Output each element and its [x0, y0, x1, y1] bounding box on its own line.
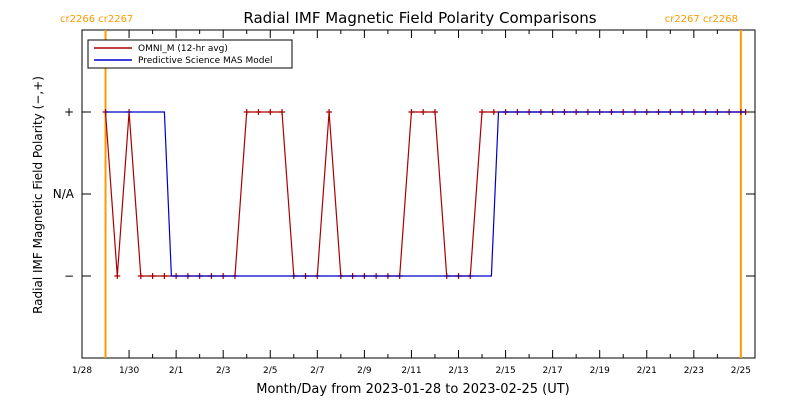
x-tick-label: 2/9: [357, 366, 372, 376]
data-point-marker: [137, 273, 144, 279]
y-tick-label: −: [64, 269, 74, 283]
x-tick-label: 2/1: [169, 366, 183, 376]
carrington-rotation-markers: cr2266 cr2267 cr2267 cr2268: [60, 14, 742, 358]
y-tick-label: +: [64, 105, 74, 119]
data-point-marker: [243, 109, 250, 115]
data-point-marker: [490, 109, 497, 115]
data-point-marker: [420, 109, 427, 115]
legend-entry: OMNI_M (12-hr avg): [138, 44, 228, 54]
series-layer: [102, 109, 749, 279]
y-axis-ticks: + N/A −: [53, 105, 755, 283]
carrington-marker-label: cr2267 cr2268: [665, 14, 738, 25]
data-point-marker: [114, 273, 121, 279]
x-tick-label: 2/25: [731, 366, 751, 376]
x-tick-label: 2/17: [543, 366, 563, 376]
carrington-marker-label: cr2266 cr2267: [60, 14, 133, 25]
data-point-marker: [326, 109, 333, 115]
data-point-marker: [279, 109, 286, 115]
x-axis-label: Month/Day from 2023-01-28 to 2023-02-25 …: [256, 382, 569, 397]
y-axis-label: Radial IMF Magnetic Field Polarity (−,+): [31, 76, 45, 314]
chart-title: Radial IMF Magnetic Field Polarity Compa…: [243, 9, 596, 27]
data-point-marker: [267, 109, 274, 115]
data-point-marker: [479, 109, 486, 115]
legend-box: [87, 39, 293, 69]
data-point-marker: [149, 273, 156, 279]
data-point-marker: [255, 109, 262, 115]
series-line: [105, 111, 746, 277]
x-axis-ticks: 1/28 1/30 2/1 2/3 2/5 2/7 2/9 2/11 2/13 2/15 2/17 2…: [72, 30, 751, 376]
x-tick-label: 2/13: [448, 366, 468, 376]
x-tick-label: 2/11: [401, 366, 421, 376]
legend: OMNI_M (12-hr avg) Predictive Science MAS…: [87, 39, 293, 69]
y-tick-label: N/A: [53, 187, 75, 201]
x-tick-label: 2/7: [310, 366, 324, 376]
x-tick-label: 2/19: [590, 366, 610, 376]
x-tick-label: 2/23: [684, 366, 704, 376]
data-point-marker: [408, 109, 415, 115]
series-predictive-science-mas-model: [105, 111, 746, 277]
x-tick-label: 2/3: [216, 366, 230, 376]
data-point-marker: [161, 273, 168, 279]
data-point-marker: [431, 109, 438, 115]
legend-entry: Predictive Science MAS Model: [138, 56, 273, 66]
x-tick-label: 2/15: [495, 366, 515, 376]
x-tick-label: 2/5: [263, 366, 277, 376]
x-tick-label: 1/28: [72, 366, 92, 376]
x-tick-label: 1/30: [119, 366, 139, 376]
x-tick-label: 2/21: [637, 366, 657, 376]
